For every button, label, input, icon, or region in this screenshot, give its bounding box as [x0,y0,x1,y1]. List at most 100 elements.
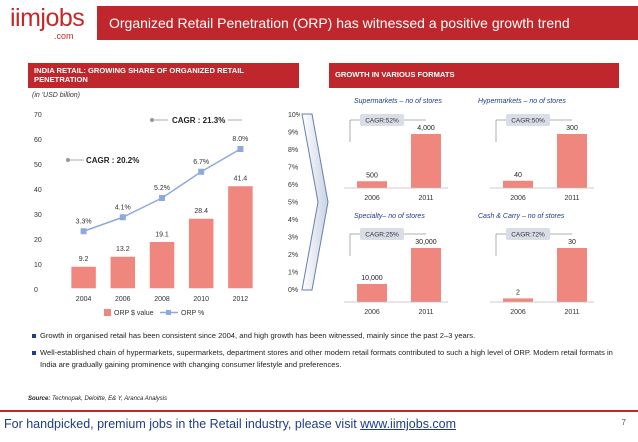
line-point [119,214,126,221]
bar-value-label: 500 [366,172,378,179]
legend-label: ORP $ value [114,310,154,317]
annotation-marker [150,118,154,122]
legend-label: ORP % [181,310,204,317]
logo-main: iimjobs [10,4,85,32]
bar [503,298,533,302]
bar [357,284,387,302]
cagr-label: CAGR:72% [511,232,545,239]
line-value-label: 6.7% [193,159,209,166]
bar-value-label: 30,000 [415,239,437,246]
line-value-label: 3.3% [76,218,92,225]
bullet-item: Growth in organised retail has been cons… [30,330,630,342]
y2-tick-label: 4% [288,217,298,224]
panel-title-specialty: Specialty– no of stores [354,213,425,220]
bar [187,217,215,290]
panel-title-cashcarry: Cash & Carry – no of stores [478,213,565,220]
cagr-badge [360,114,404,126]
x-tick-label: 2004 [76,296,92,303]
y2-tick-label: 6% [288,182,298,189]
bar [557,248,587,302]
bar [69,265,98,290]
legend-swatch-bar [104,309,111,316]
bar [411,248,441,302]
y-tick-label: 70 [34,112,42,119]
x-tick-label: 2006 [115,296,131,303]
bullet-list: Growth in organised retail has been cons… [30,330,630,375]
y-tick-label: 60 [34,137,42,144]
hypermarkets-chart: CAGR:50% 40 2006 300 2011 [490,114,594,202]
iimjobs-logo[interactable]: iimjobs .com [8,4,90,44]
bar [411,134,441,188]
bar-value-label: 30 [568,239,576,246]
y2-tick-label: 8% [288,147,298,154]
x-tick-label: 2012 [233,296,249,303]
y2-tick-label: 1% [288,270,298,277]
bar-value-label: 19.1 [155,231,169,238]
source-text: Technopak, Deloitte, E& Y, Aranca Analys… [50,396,168,402]
y2-tick-label: 3% [288,235,298,242]
x-tick-label: 2011 [564,309,579,316]
x-tick-label: 2008 [154,296,170,303]
cagr-label: CAGR:50% [511,118,545,125]
y-tick-label: 0 [34,287,38,294]
y2-tick-label: 0% [288,287,298,294]
annotation-marker [66,158,70,162]
line-point [80,228,87,235]
supermarkets-chart: CAGR:52% 500 2006 4,000 2011 [344,114,448,202]
right-section-title: GROWTH IN VARIOUS FORMATS [329,63,619,88]
arrow-icon [301,113,329,291]
line-value-label: 5.2% [154,185,170,192]
y-tick-label: 10 [34,262,42,269]
left-section-title: INDIA RETAIL: GROWING SHARE OF ORGANIZED… [28,63,299,88]
footer-divider [0,410,638,412]
footer-link[interactable]: www.iimjobs.com [360,417,457,431]
bar-value-label: 9.2 [79,256,89,263]
y2-tick-label: 10% [288,112,300,119]
y-tick-label: 50 [34,162,42,169]
cagr-annotation: CAGR : 21.3% [172,116,225,125]
line-point [237,146,244,152]
panel-title-hypermarkets: Hypermarkets – no of stores [478,98,566,105]
y-tick-label: 20 [34,237,42,244]
bullet-item: Well-established chain of hypermarkets, … [30,347,630,371]
bar [357,181,387,188]
y2-tick-label: 5% [288,200,298,207]
y2-tick-label: 9% [288,130,298,137]
bar-value-label: 2 [516,289,520,296]
cagr-label: CAGR:25% [365,232,399,239]
source-note: Source: Technopak, Deloitte, E& Y, Aranc… [28,396,167,402]
cagr-annotation: CAGR : 20.2% [86,156,139,165]
line-point [198,168,205,175]
cagr-badge [506,228,550,240]
bar-value-label: 40 [514,172,522,179]
line-point [159,195,165,201]
legend-swatch-marker [166,310,171,315]
y2-tick-label: 7% [288,165,298,172]
cashcarry-chart: CAGR:72% 2 2006 30 2011 [490,228,594,316]
bar-value-label: 4,000 [417,125,435,132]
bar [557,134,587,188]
orp-chart: 0 10 20 30 40 50 60 70 0% 1% 2% 3% 4% 5% 6% 7% 8% 9% 10% 9.… [34,112,300,317]
bar-value-label: 10,000 [361,275,383,282]
x-tick-label: 2006 [364,309,380,316]
x-tick-label: 2010 [193,296,209,303]
footer-label: For handpicked, premium jobs in the Reta… [4,417,361,431]
y-tick-label: 40 [34,187,42,194]
x-tick-label: 2011 [564,195,579,202]
specialty-chart: CAGR:25% 10,000 2006 30,000 2011 [344,228,448,316]
bar [226,184,255,290]
y2-tick-label: 2% [288,252,298,259]
bar-value-label: 300 [566,125,578,132]
panel-title-supermarkets: Supermarkets – no of stores [354,98,442,105]
x-tick-label: 2006 [510,195,526,202]
x-tick-label: 2006 [510,309,526,316]
unit-label: (in 'USD billion) [32,92,81,99]
bar-value-label: 41.4 [234,176,248,183]
x-tick-label: 2011 [418,195,433,202]
source-label: Source: [28,396,51,402]
line-value-label: 8.0% [232,136,248,143]
bar-value-label: 28.4 [194,208,208,215]
y-tick-label: 30 [34,212,42,219]
page-title: Organized Retail Penetration (ORP) has w… [97,6,638,40]
bar [503,180,533,188]
